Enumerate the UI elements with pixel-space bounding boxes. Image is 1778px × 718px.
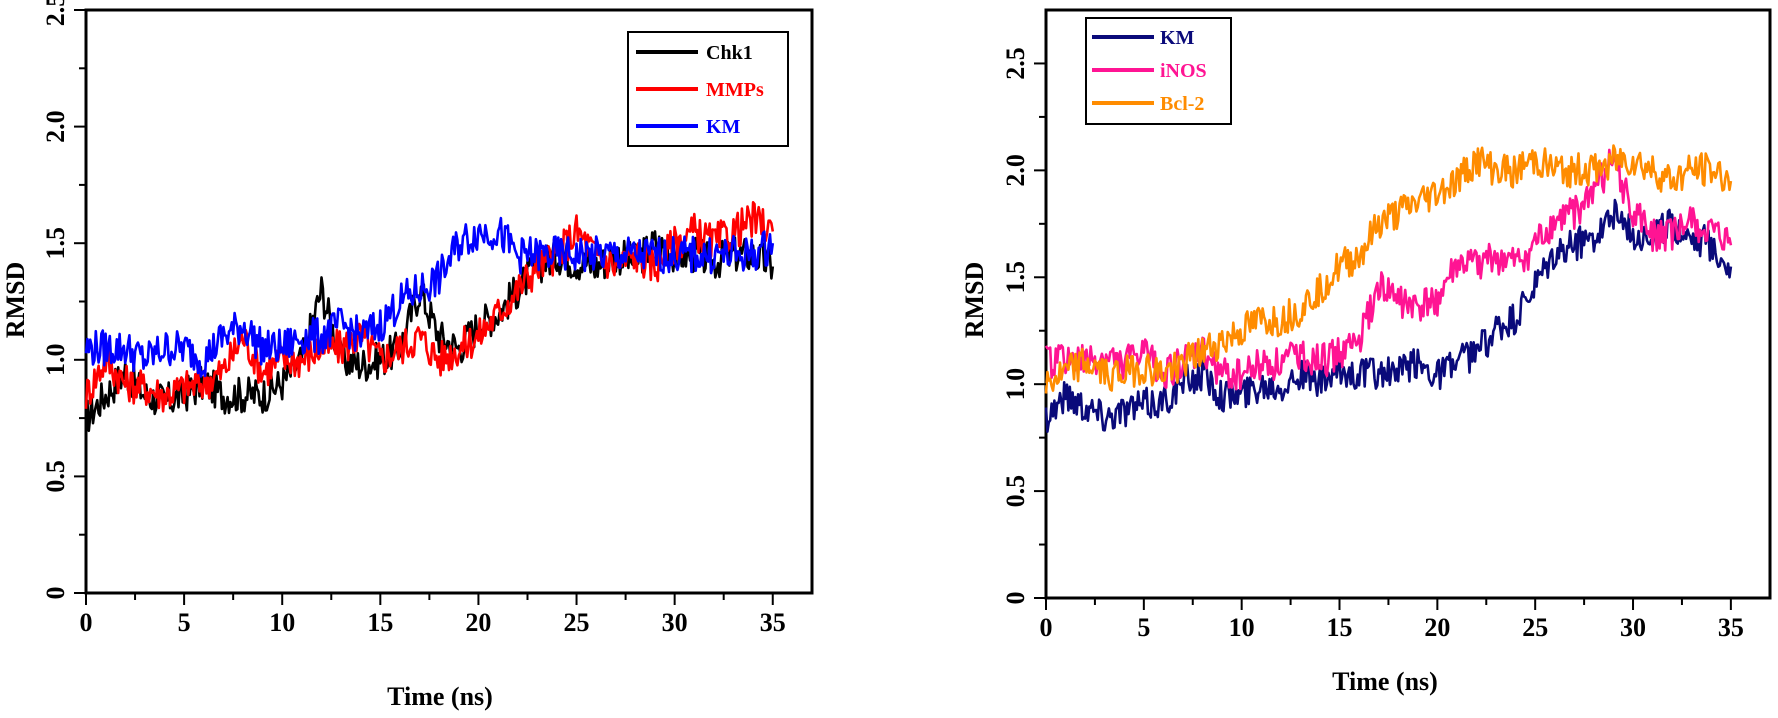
y-tick-label: 2.0 — [1001, 154, 1030, 187]
x-tick-label: 20 — [1424, 613, 1450, 642]
series-line-km — [1044, 198, 1733, 434]
y-tick-label: 0.5 — [1001, 475, 1030, 508]
series-line-bcl2 — [1044, 144, 1733, 394]
x-axis: 0 5 10 15 20 25 30 35 — [80, 593, 786, 637]
legend: KM iNOS Bcl-2 — [1085, 17, 1232, 125]
x-tick-label: 15 — [1327, 613, 1353, 642]
y-tick-label: 1.0 — [1001, 368, 1030, 401]
y-tick-label: 1.5 — [41, 227, 70, 260]
y-tick-label: 1.0 — [41, 344, 70, 377]
x-axis-title: Time (ns) — [387, 682, 493, 711]
series-layer — [1044, 144, 1733, 434]
x-tick-label: 30 — [1620, 613, 1646, 642]
chart-left: 0 5 10 15 20 25 30 35 0 0.5 1.0 1.5 2.0 2.5 Time (ns… — [1, 0, 814, 711]
y-tick-label: 1.5 — [1001, 261, 1030, 294]
x-tick-label: 0 — [80, 608, 93, 637]
y-tick-label: 2.0 — [41, 110, 70, 143]
x-axis-title: Time (ns) — [1332, 667, 1438, 696]
y-tick-label: 0 — [1001, 592, 1030, 605]
legend-label-inos: iNOS — [1160, 60, 1207, 82]
series-layer — [84, 201, 775, 433]
series-line-km — [84, 216, 775, 378]
x-tick-label: 20 — [465, 608, 491, 637]
x-tick-label: 5 — [1137, 613, 1150, 642]
legend-label-chk1: Chk1 — [706, 42, 753, 64]
x-tick-label: 10 — [269, 608, 295, 637]
x-tick-label: 35 — [1718, 613, 1744, 642]
series-line-inos — [1044, 148, 1733, 391]
x-tick-label: 0 — [1040, 613, 1053, 642]
legend-label-km: KM — [1160, 27, 1195, 49]
x-tick-label: 25 — [564, 608, 590, 637]
plot-frame — [1044, 8, 1772, 600]
series-line-mmps — [84, 201, 775, 413]
legend: Chk1 MMPs KM — [627, 31, 789, 147]
legend-label-mmps: MMPs — [706, 79, 764, 101]
x-tick-label: 35 — [760, 608, 786, 637]
y-tick-label: 2.5 — [1001, 47, 1030, 80]
x-tick-label: 10 — [1229, 613, 1255, 642]
y-tick-label: 2.5 — [41, 0, 70, 26]
y-tick-label: 0.5 — [41, 460, 70, 493]
x-tick-label: 15 — [367, 608, 393, 637]
chart-right: 0 5 10 15 20 25 30 35 0 0.5 1.0 1.5 2.0 2.5 Time (ns… — [960, 8, 1772, 696]
x-tick-label: 25 — [1522, 613, 1548, 642]
x-tick-label: 5 — [178, 608, 191, 637]
y-axis: 0 0.5 1.0 1.5 2.0 2.5 — [41, 0, 86, 600]
y-axis: 0 0.5 1.0 1.5 2.0 2.5 — [1001, 47, 1046, 605]
x-axis: 0 5 10 15 20 25 30 35 — [1040, 598, 1744, 642]
y-axis-title: RMSD — [1, 262, 30, 339]
legend-label-km: KM — [706, 116, 741, 138]
y-tick-label: 0 — [41, 587, 70, 600]
legend-label-bcl2: Bcl-2 — [1160, 93, 1204, 115]
x-tick-label: 30 — [662, 608, 688, 637]
y-axis-title: RMSD — [960, 262, 989, 339]
